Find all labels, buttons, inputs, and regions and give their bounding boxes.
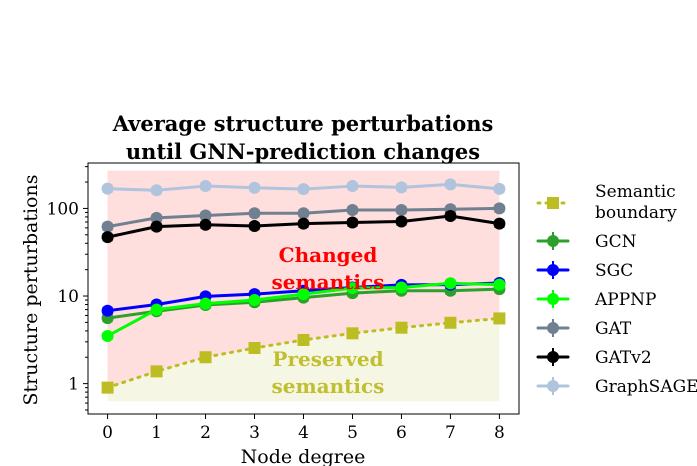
legend-entry-appnp: APPNP [536, 290, 656, 310]
data-point [493, 312, 506, 325]
legend-label: boundary [595, 203, 677, 223]
x-tick-label: 6 [396, 423, 407, 443]
x-tick-label: 5 [347, 423, 358, 443]
data-point [297, 217, 310, 230]
data-point [395, 281, 408, 294]
series-gat [101, 202, 506, 233]
legend-entry-gcn: GCN [536, 232, 637, 252]
data-point [199, 297, 212, 310]
data-point [199, 218, 212, 231]
legend-label: SGC [595, 261, 633, 281]
legend-label: GATv2 [595, 348, 652, 368]
legend-marker [547, 293, 559, 305]
preserved-semantics-region [107, 318, 500, 402]
legend-label: Semantic [595, 182, 676, 202]
data-point [395, 321, 408, 334]
legend-entry-sgc: SGC [536, 261, 633, 281]
series-appnp [101, 277, 506, 342]
data-point [346, 327, 359, 340]
preserved-semantics-label: semantics [272, 374, 385, 398]
x-tick-label: 8 [494, 423, 505, 443]
data-point [248, 342, 261, 355]
chart-title-line-1: Average structure perturbations [112, 111, 494, 136]
series-layer [101, 178, 506, 394]
legend-marker [547, 380, 559, 392]
data-point [395, 203, 408, 216]
data-point [248, 294, 261, 307]
legend-marker [547, 351, 559, 363]
data-point [346, 216, 359, 229]
preserved-semantics-label: Preserved [272, 347, 383, 371]
data-point [395, 181, 408, 194]
legend-entry-gatv2: GATv2 [536, 348, 652, 368]
x-tick-label: 2 [200, 423, 211, 443]
x-axis-label: Node degree [241, 446, 366, 466]
data-point [248, 181, 261, 194]
data-point [150, 303, 163, 316]
data-point [444, 178, 457, 191]
data-point [101, 329, 114, 342]
data-point [493, 202, 506, 215]
annotation-layer: Changed semantics Preserved semantics [272, 243, 385, 398]
legend-label: GCN [595, 232, 637, 252]
data-point [101, 381, 114, 394]
data-point [346, 282, 359, 295]
changed-semantics-label: Changed [279, 243, 378, 267]
data-point [444, 277, 457, 290]
data-point [248, 207, 261, 220]
data-point [199, 180, 212, 193]
y-tick-label: 10 [57, 287, 79, 307]
data-point [248, 219, 261, 232]
legend-marker [547, 322, 559, 334]
legend-marker [547, 235, 559, 247]
y-tick-label: 1 [68, 375, 79, 395]
data-point [199, 209, 212, 222]
x-tick-label: 1 [151, 423, 162, 443]
y-tick-label: 100 [47, 199, 79, 219]
legend-entry-graphsage: GraphSAGE [536, 377, 697, 397]
data-point [101, 220, 114, 233]
legend-label: GAT [595, 319, 632, 339]
data-point [493, 278, 506, 291]
data-point [297, 333, 310, 346]
data-point [297, 183, 310, 196]
x-tick-label: 4 [298, 423, 309, 443]
data-point [199, 351, 212, 364]
series-gatv2 [101, 209, 506, 244]
data-point [101, 304, 114, 317]
data-point [346, 180, 359, 193]
data-point [150, 220, 163, 233]
data-point [395, 215, 408, 228]
legend-label: APPNP [594, 290, 656, 310]
legend-entry-gat: GAT [536, 319, 632, 339]
legend-marker [547, 197, 559, 209]
data-point [101, 182, 114, 195]
data-point [493, 217, 506, 230]
series-semantic-boundary [101, 312, 506, 394]
data-point [297, 207, 310, 220]
legend-label: GraphSAGE [595, 377, 697, 397]
data-point [150, 184, 163, 197]
series-graphsage [101, 178, 506, 197]
data-point [444, 316, 457, 329]
legend-marker [547, 264, 559, 276]
axes-layer: 0 1 2 3 4 5 6 7 8 1 10 100 [47, 162, 520, 443]
data-point [444, 209, 457, 222]
x-tick-label: 7 [445, 423, 456, 443]
x-tick-label: 3 [249, 423, 260, 443]
data-point [297, 288, 310, 301]
data-point [346, 203, 359, 216]
x-tick-label: 0 [102, 423, 113, 443]
y-axis-label: Structure perturbations [20, 175, 42, 406]
data-point [101, 231, 114, 244]
data-point [493, 182, 506, 195]
data-point [150, 211, 163, 224]
data-point [150, 365, 163, 378]
changed-semantics-label: semantics [272, 270, 385, 294]
chart-title-line-2: until GNN-prediction changes [126, 139, 480, 164]
